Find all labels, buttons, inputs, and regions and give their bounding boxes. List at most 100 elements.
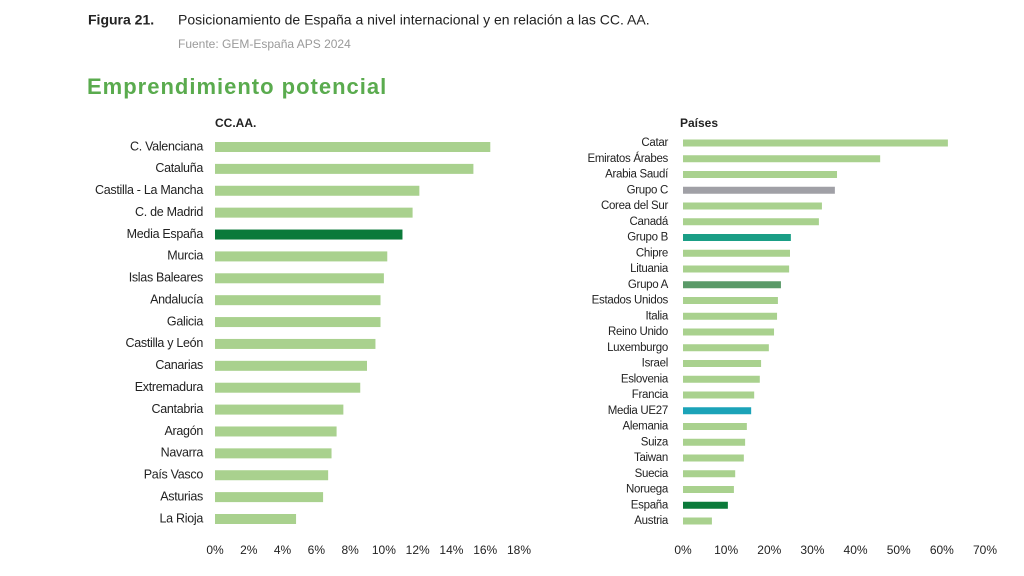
bar	[683, 454, 744, 462]
bar	[215, 185, 420, 196]
x-tick-label: 0%	[206, 543, 224, 557]
bar	[683, 139, 948, 147]
bar	[683, 344, 769, 352]
x-tick-label: 20%	[757, 543, 781, 557]
y-tick-label: Suecia	[635, 468, 669, 480]
x-tick-label: 50%	[887, 543, 911, 557]
x-tick-label: 14%	[439, 543, 463, 557]
bar	[215, 426, 337, 437]
bar	[215, 360, 367, 371]
bar	[683, 171, 838, 178]
y-tick-label: Catar	[641, 137, 668, 149]
y-tick-label: Cataluña	[155, 161, 203, 175]
x-tick-label: 12%	[406, 543, 430, 557]
y-tick-label: Aragón	[164, 424, 203, 438]
x-tick-label: 2%	[240, 543, 258, 557]
bar	[683, 375, 760, 383]
y-tick-label: Murcia	[167, 249, 203, 263]
bar	[215, 338, 376, 349]
y-tick-label: Grupo A	[628, 279, 669, 291]
bar	[683, 186, 835, 194]
y-tick-label: Canarias	[155, 358, 203, 372]
x-tick-label: 10%	[714, 543, 738, 557]
bar	[683, 501, 728, 509]
bar	[215, 514, 297, 524]
y-tick-label: C. Valenciana	[130, 139, 203, 153]
x-tick-label: 70%	[973, 543, 997, 557]
x-tick-label: 4%	[274, 543, 292, 557]
figure-title: Posicionamiento de España a nivel intern…	[178, 12, 650, 28]
y-tick-label: Alemania	[622, 421, 668, 433]
bar	[683, 486, 734, 493]
x-tick-label: 16%	[473, 543, 497, 557]
bar	[683, 391, 755, 399]
x-tick-label: 0%	[674, 543, 692, 557]
y-tick-label: Israel	[642, 358, 668, 370]
bar	[683, 202, 822, 210]
bar	[215, 273, 384, 284]
bar	[683, 218, 819, 226]
bar	[683, 249, 790, 257]
bar	[215, 251, 388, 262]
y-tick-label: Navarra	[161, 446, 204, 460]
y-tick-label: Italia	[646, 310, 669, 322]
bar	[215, 163, 474, 174]
bar	[215, 448, 332, 459]
bar	[215, 207, 413, 218]
y-tick-label: Arabia Saudí	[605, 169, 669, 181]
bar	[683, 517, 712, 525]
y-tick-label: Taiwan	[634, 452, 668, 464]
y-tick-label: Grupo B	[627, 232, 668, 244]
x-tick-label: 6%	[308, 543, 326, 557]
bar	[683, 438, 746, 446]
bar	[215, 317, 381, 328]
bar	[683, 360, 762, 367]
bar	[215, 295, 381, 306]
section-heading: Emprendimiento potencial	[87, 74, 387, 99]
y-tick-label: Noruega	[626, 484, 669, 496]
y-tick-label: Canadá	[630, 216, 669, 228]
y-tick-label: Eslovenia	[621, 373, 669, 385]
y-tick-label: Austria	[634, 515, 669, 527]
y-tick-label: Castilla y León	[126, 336, 204, 350]
y-tick-label: Grupo C	[627, 184, 668, 196]
bar	[215, 382, 361, 393]
bar	[215, 470, 329, 481]
y-tick-label: España	[631, 499, 669, 511]
x-tick-label: 8%	[341, 543, 359, 557]
x-tick-label: 18%	[507, 543, 531, 557]
y-tick-label: Media España	[127, 227, 204, 241]
bar	[215, 142, 491, 152]
bar	[683, 155, 881, 163]
x-tick-label: 60%	[930, 543, 954, 557]
bar	[683, 234, 791, 241]
y-tick-label: Castilla - La Mancha	[95, 183, 203, 197]
y-tick-label: C. de Madrid	[135, 205, 203, 219]
bar	[683, 265, 790, 273]
figure-source: Fuente: GEM-España APS 2024	[178, 37, 351, 51]
x-tick-label: 40%	[844, 543, 868, 557]
x-tick-label: 30%	[800, 543, 824, 557]
y-tick-label: Lituania	[630, 263, 669, 275]
x-tick-label: 10%	[372, 543, 396, 557]
y-tick-label: Chipre	[636, 247, 668, 259]
y-tick-label: Estados Unidos	[592, 295, 669, 307]
y-tick-label: Reino Unido	[608, 326, 668, 338]
bar	[683, 407, 752, 415]
y-tick-label: Islas Baleares	[129, 271, 203, 285]
bar	[683, 328, 775, 336]
figure-label: Figura 21.	[88, 12, 154, 28]
y-tick-label: Francia	[632, 389, 669, 401]
y-tick-label: Corea del Sur	[601, 200, 669, 212]
y-tick-label: Suiza	[641, 436, 669, 448]
bar	[215, 229, 403, 240]
bar	[683, 281, 781, 289]
bar	[683, 312, 778, 320]
chart-subtitle: Países	[680, 116, 718, 130]
bar	[683, 297, 778, 304]
bar	[683, 470, 736, 478]
y-tick-label: Extremadura	[135, 380, 204, 394]
y-tick-label: Emiratos Árabes	[587, 152, 668, 165]
y-tick-label: Luxemburgo	[607, 342, 668, 354]
